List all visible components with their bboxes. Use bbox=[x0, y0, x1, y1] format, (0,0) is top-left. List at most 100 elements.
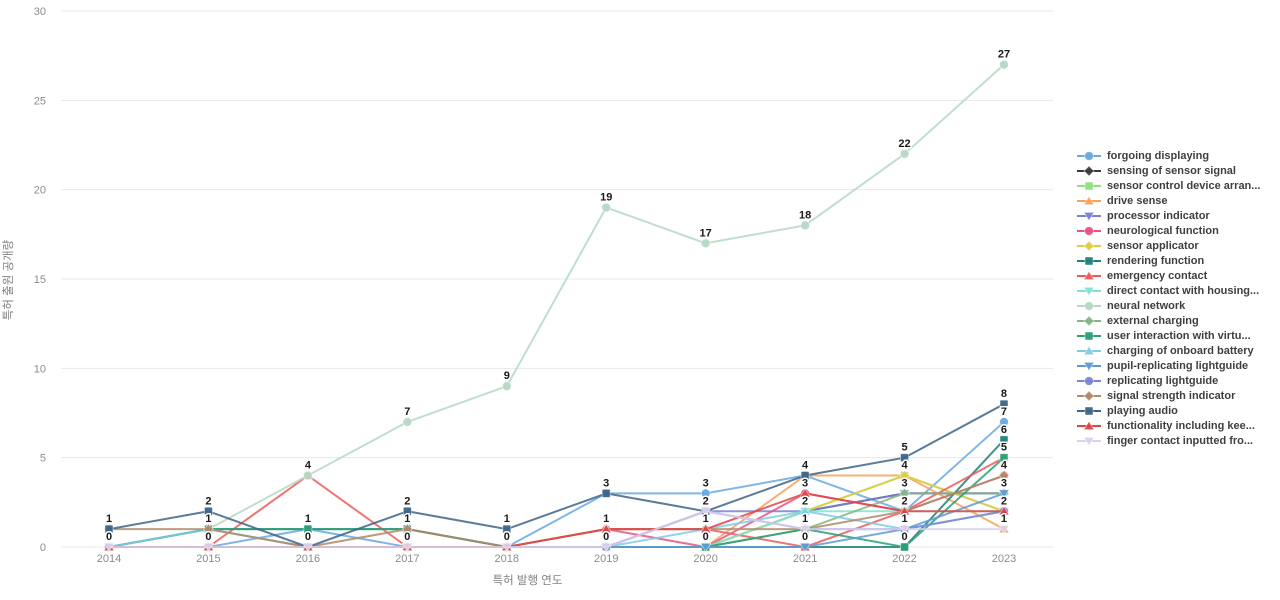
legend-marker-icon bbox=[1077, 406, 1101, 415]
series-emergency-contact[interactable] bbox=[103, 452, 1010, 551]
x-tick-label: 2023 bbox=[992, 553, 1016, 565]
point-label: 19 bbox=[600, 192, 612, 204]
series-finger-contact-inputted-fro[interactable] bbox=[103, 507, 1010, 553]
point-label: 3 bbox=[703, 477, 709, 489]
y-tick-label: 25 bbox=[34, 95, 46, 107]
legend-item-signal-strength-indicator[interactable]: signal strength indicator bbox=[1076, 388, 1260, 403]
point-label: 4 bbox=[305, 460, 312, 472]
point-label: 2 bbox=[703, 495, 709, 507]
point-label: 1 bbox=[504, 513, 510, 525]
legend-item-playing-audio[interactable]: playing audio bbox=[1076, 403, 1260, 418]
point-label: 5 bbox=[901, 442, 907, 454]
series-user-interaction-with-virtu[interactable] bbox=[104, 453, 1009, 552]
point-label: 2 bbox=[1001, 495, 1007, 507]
point-label: 4 bbox=[1001, 460, 1008, 472]
legend-item-user-interaction-with-virtu[interactable]: user interaction with virtu... bbox=[1076, 328, 1260, 343]
legend-item-functionality-including-kee[interactable]: functionality including kee... bbox=[1076, 418, 1260, 433]
point-label: 7 bbox=[404, 406, 410, 418]
legend-item-neural-network[interactable]: neural network bbox=[1076, 298, 1260, 313]
legend-item-neurological-function[interactable]: neurological function bbox=[1076, 223, 1260, 238]
point-label: 5 bbox=[1001, 442, 1007, 454]
legend-item-label: playing audio bbox=[1107, 404, 1178, 417]
legend-marker-icon bbox=[1077, 256, 1101, 265]
legend-item-sensing-of-sensor-signal[interactable]: sensing of sensor signal bbox=[1076, 163, 1260, 178]
y-tick-label: 10 bbox=[34, 363, 46, 375]
x-tick-label: 2019 bbox=[594, 553, 618, 565]
point-label: 7 bbox=[1001, 406, 1007, 418]
legend-item-emergency-contact[interactable]: emergency contact bbox=[1076, 268, 1260, 283]
legend-item-charging-of-onboard-battery[interactable]: charging of onboard battery bbox=[1076, 343, 1260, 358]
legend-item-finger-contact-inputted-fro[interactable]: finger contact inputted fro... bbox=[1076, 433, 1260, 448]
legend-marker-icon bbox=[1077, 181, 1101, 190]
point-label: 1 bbox=[603, 513, 609, 525]
legend-item-forgoing-displaying[interactable]: forgoing displaying bbox=[1076, 148, 1260, 163]
legend-marker-icon bbox=[1077, 331, 1101, 340]
legend-marker-icon bbox=[1077, 361, 1101, 371]
point-label: 22 bbox=[898, 138, 910, 150]
legend-item-rendering-function[interactable]: rendering function bbox=[1076, 253, 1260, 268]
x-tick-label: 2018 bbox=[495, 553, 519, 565]
legend-marker-icon bbox=[1077, 240, 1101, 251]
point-label: 17 bbox=[700, 227, 712, 239]
point-label: 2 bbox=[404, 495, 410, 507]
point-label: 0 bbox=[504, 531, 510, 543]
point-label: 3 bbox=[901, 477, 907, 489]
point-label: 18 bbox=[799, 209, 811, 221]
legend-item-label: processor indicator bbox=[1107, 209, 1210, 222]
legend-marker-icon bbox=[1077, 420, 1101, 430]
legend-item-label: finger contact inputted fro... bbox=[1107, 434, 1254, 447]
legend-item-label: emergency contact bbox=[1107, 269, 1208, 282]
point-label: 2 bbox=[205, 495, 211, 507]
point-label: 1 bbox=[404, 513, 410, 525]
legend-marker-icon bbox=[1077, 315, 1101, 326]
x-tick-label: 2022 bbox=[892, 553, 916, 565]
legend-item-processor-indicator[interactable]: processor indicator bbox=[1076, 208, 1260, 223]
point-label: 1 bbox=[106, 513, 112, 525]
x-tick-label: 2014 bbox=[97, 553, 121, 565]
legend-marker-icon bbox=[1077, 150, 1101, 161]
y-axis-title: 특허 출원 공개량 bbox=[3, 239, 15, 321]
legend-item-label: sensor applicator bbox=[1107, 239, 1199, 252]
point-label: 0 bbox=[901, 531, 907, 543]
point-label: 3 bbox=[603, 477, 609, 489]
series-rendering-function[interactable] bbox=[104, 435, 1009, 552]
point-label: 2 bbox=[901, 495, 907, 507]
legend-item-label: sensing of sensor signal bbox=[1107, 164, 1236, 177]
point-label: 4 bbox=[802, 460, 809, 472]
point-label: 27 bbox=[998, 49, 1010, 61]
legend-item-drive-sense[interactable]: drive sense bbox=[1076, 193, 1260, 208]
legend-item-label: forgoing displaying bbox=[1107, 149, 1210, 162]
legend: forgoing displaying sensing of sensor sig… bbox=[1076, 148, 1260, 448]
legend-item-label: external charging bbox=[1107, 314, 1199, 327]
legend-marker-icon bbox=[1077, 286, 1101, 296]
point-label: 1 bbox=[901, 513, 907, 525]
y-tick-label: 30 bbox=[34, 6, 46, 18]
x-tick-label: 2021 bbox=[793, 553, 817, 565]
point-label: 0 bbox=[404, 531, 410, 543]
point-label: 1 bbox=[1001, 513, 1007, 525]
legend-marker-icon bbox=[1077, 211, 1101, 221]
series-neural-network[interactable] bbox=[104, 59, 1009, 552]
series-forgoing-displaying[interactable] bbox=[104, 417, 1009, 552]
legend-item-label: functionality including kee... bbox=[1107, 419, 1255, 432]
point-label: 9 bbox=[504, 370, 510, 382]
legend-item-label: direct contact with housing... bbox=[1107, 284, 1260, 297]
legend-item-label: drive sense bbox=[1107, 194, 1168, 207]
legend-item-replicating-lightguide[interactable]: replicating lightguide bbox=[1076, 373, 1260, 388]
point-label: 3 bbox=[1001, 477, 1007, 489]
legend-item-direct-contact-with-housing[interactable]: direct contact with housing... bbox=[1076, 283, 1260, 298]
legend-item-external-charging[interactable]: external charging bbox=[1076, 313, 1260, 328]
point-label: 1 bbox=[205, 513, 211, 525]
x-tick-label: 2016 bbox=[296, 553, 320, 565]
x-tick-label: 2017 bbox=[395, 553, 419, 565]
legend-item-sensor-applicator[interactable]: sensor applicator bbox=[1076, 238, 1260, 253]
legend-item-sensor-control-device-arran[interactable]: sensor control device arran... bbox=[1076, 178, 1260, 193]
point-label: 0 bbox=[703, 531, 709, 543]
legend-item-pupil-replicating-lightguide[interactable]: pupil-replicating lightguide bbox=[1076, 358, 1260, 373]
point-label: 0 bbox=[802, 531, 808, 543]
legend-item-label: neurological function bbox=[1107, 224, 1219, 237]
point-label: 8 bbox=[1001, 388, 1007, 400]
